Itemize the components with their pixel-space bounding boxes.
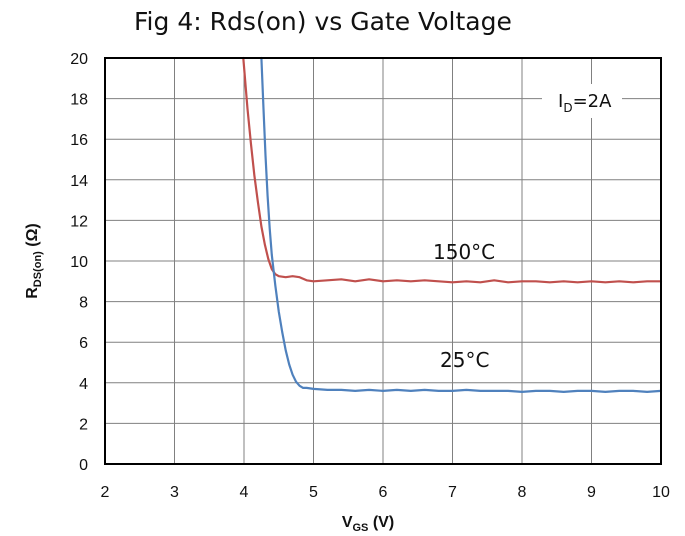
- annotation-25c: 25°C: [440, 348, 489, 372]
- y-axis-label: RDS(on) (Ω): [24, 223, 44, 299]
- y-tick-label: 6: [79, 335, 88, 352]
- series-line-150c: [242, 56, 663, 284]
- chart-title: Fig 4: Rds(on) vs Gate Voltage: [134, 7, 512, 36]
- y-tick-label: 16: [70, 132, 88, 149]
- y-tick-label: 8: [79, 295, 88, 312]
- x-axis-label: VGS (V): [342, 514, 394, 534]
- x-tick-label: 8: [518, 484, 527, 501]
- y-tick-label: 4: [79, 376, 88, 393]
- x-tick-label: 7: [448, 484, 457, 501]
- y-tick-label: 12: [70, 213, 88, 230]
- series-layer: [242, 56, 663, 393]
- x-tick-label: 4: [240, 484, 249, 501]
- grid: [105, 58, 661, 464]
- y-tick-label: 18: [70, 92, 88, 109]
- series-line-25c: [260, 56, 663, 393]
- legend-background: [542, 84, 622, 118]
- legend-current: ID=2A: [558, 91, 612, 115]
- x-tick-label: 3: [170, 484, 179, 501]
- plot-frame: [104, 57, 662, 465]
- annotation-150c: 150°C: [433, 240, 495, 264]
- y-tick-label: 14: [70, 173, 88, 190]
- x-tick-label: 6: [379, 484, 388, 501]
- y-tick-label: 2: [79, 416, 88, 433]
- x-tick-label: 2: [101, 484, 110, 501]
- y-tick-label: 0: [79, 457, 88, 474]
- x-tick-label: 5: [309, 484, 318, 501]
- y-tick-label: 20: [70, 51, 88, 68]
- x-tick-label: 9: [587, 484, 596, 501]
- y-tick-label: 10: [70, 254, 88, 271]
- x-tick-label: 10: [652, 484, 670, 501]
